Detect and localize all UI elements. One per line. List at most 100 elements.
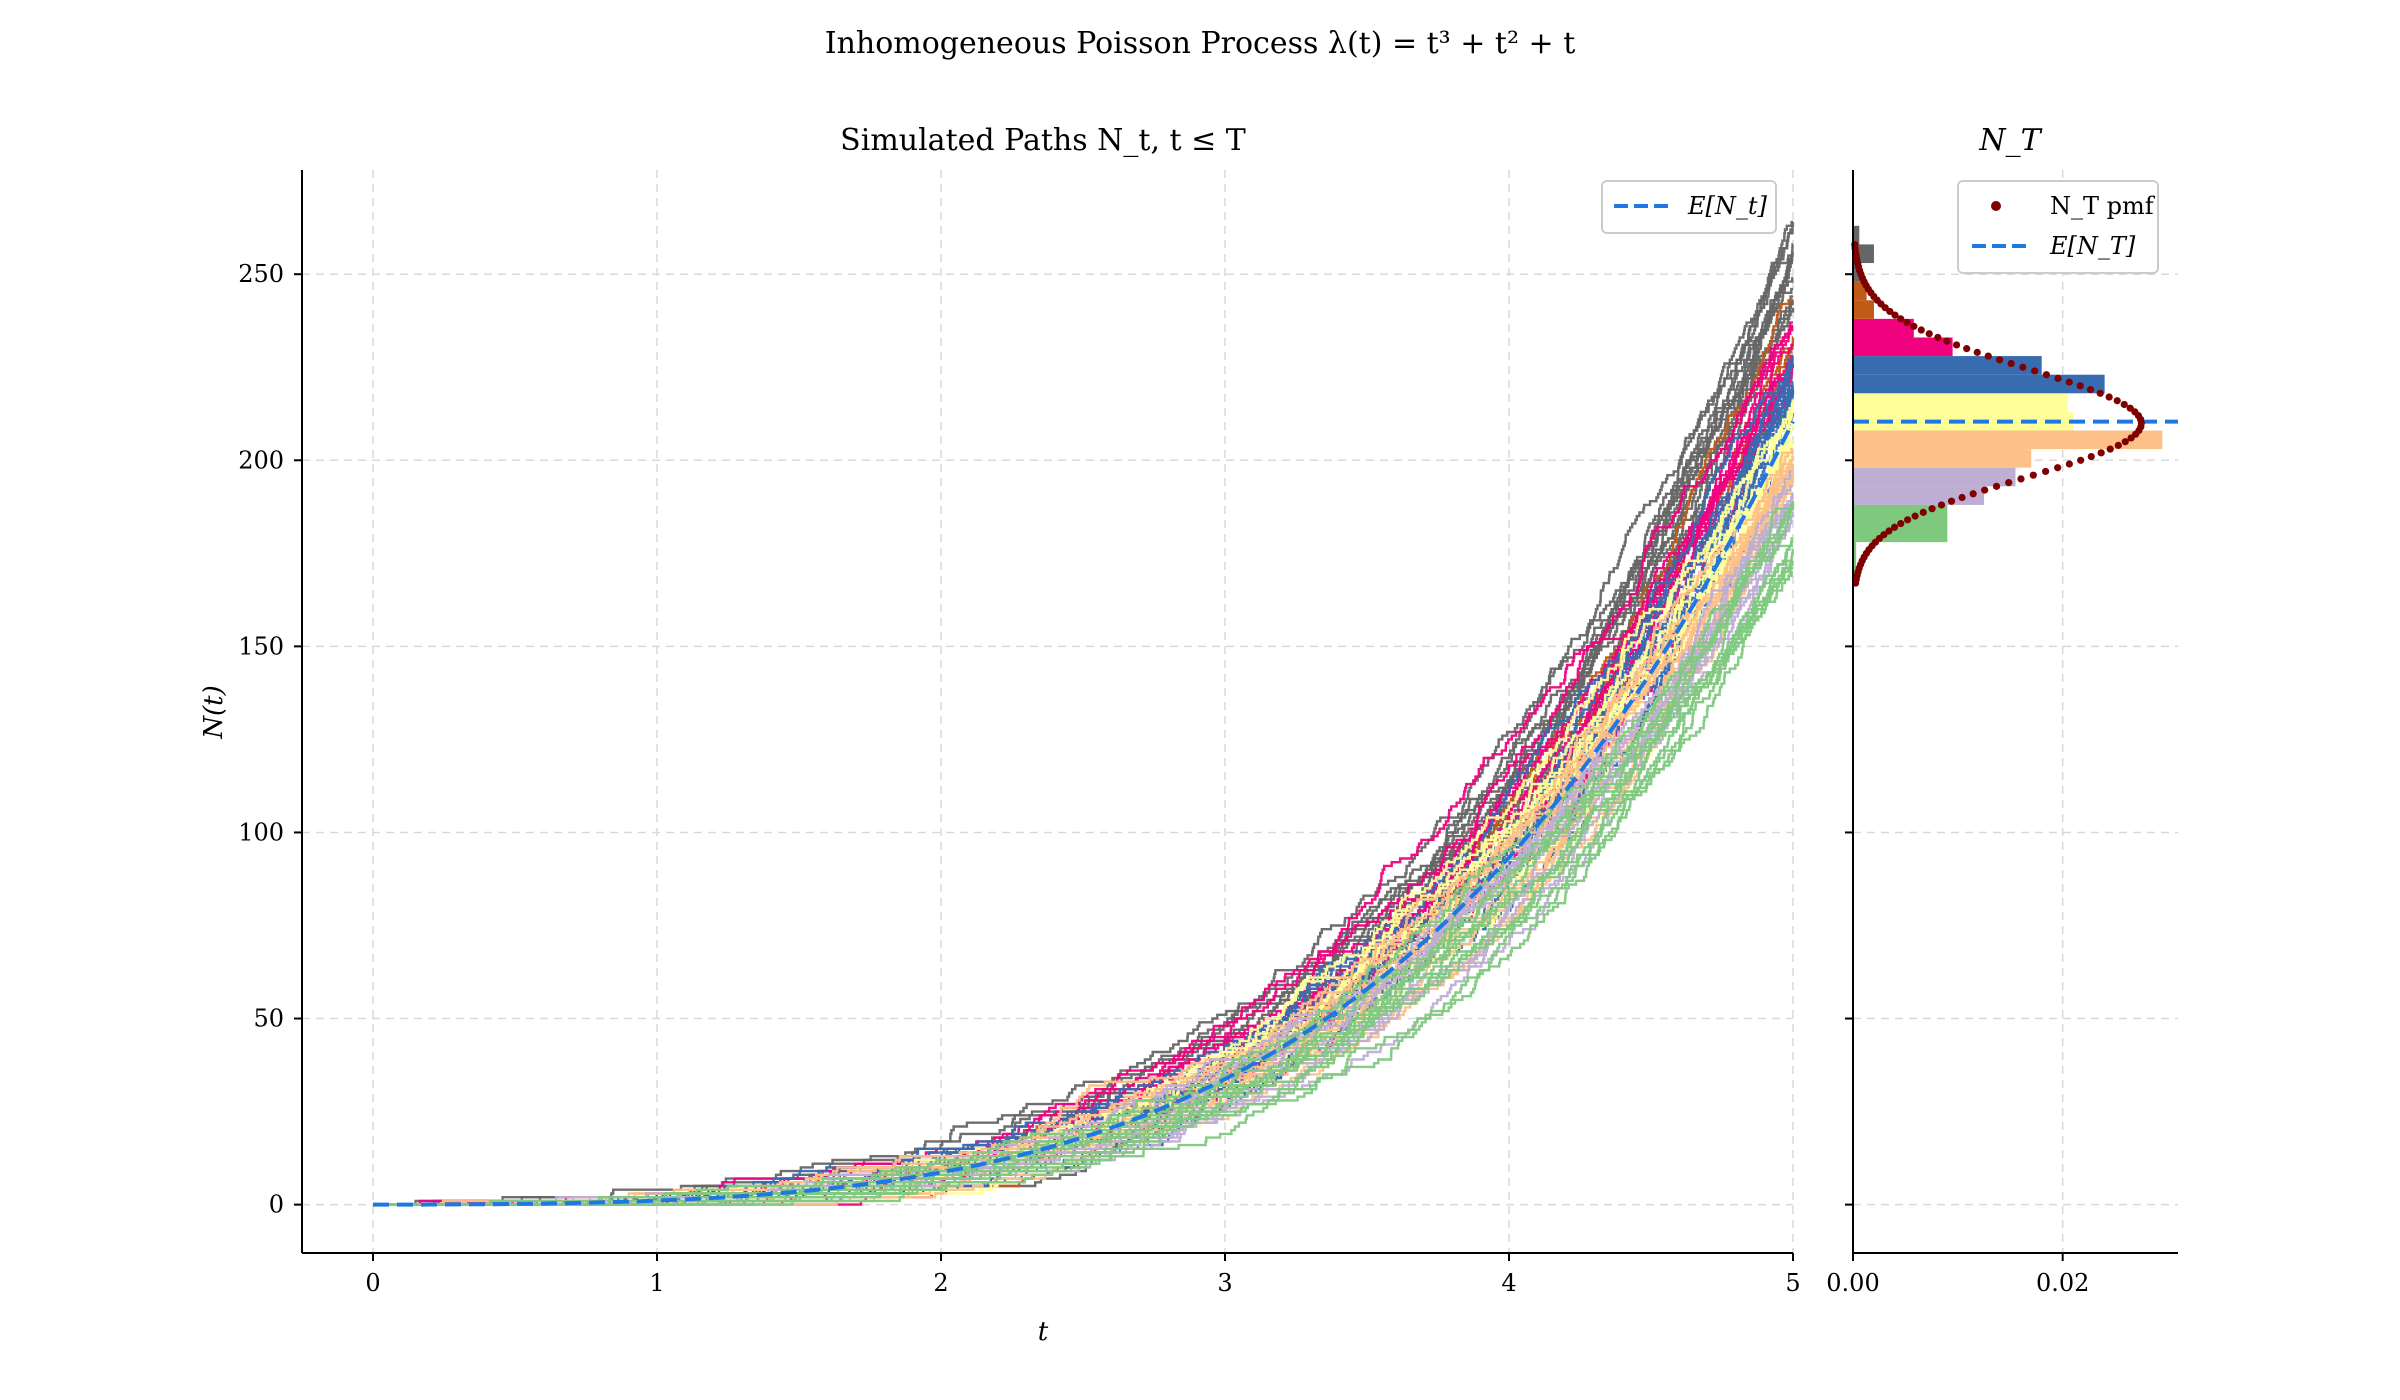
distribution-panel: 0.00 0.02 N_T N_T pmf E[N_T] [1826,123,2178,1297]
pmf-point [2054,464,2062,472]
figure-suptitle: Inhomogeneous Poisson Process λ(t) = t³ … [825,26,1576,61]
paths-y-tick-label: 100 [238,818,284,846]
pmf-point [1903,318,1911,327]
pmf-point [2042,371,2050,379]
pmf-point [2086,385,2095,394]
distribution-legend: N_T pmf E[N_T] [1957,180,2159,274]
pmf-point [2097,449,2105,457]
pmf-point [2120,400,2128,409]
pmf-point [2041,467,2050,476]
pmf-point [2065,378,2073,386]
paths-y-tick-label: 250 [238,260,284,288]
paths-title: Simulated Paths N_t, t ≤ T [840,123,1246,158]
distribution-x-tick-label: 0.00 [1826,1269,1879,1297]
paths-x-tick-label: 1 [649,1269,664,1297]
simulated-path [373,507,1793,1206]
histogram-bar [1853,374,2105,394]
pmf-point [1943,337,1951,345]
histogram-bar [1853,318,1914,338]
paths-y-tick-label: 0 [269,1191,284,1219]
pmf-point [1925,330,1933,338]
paths-axes [301,170,1793,1254]
paths-y-tick-label: 50 [253,1005,284,1033]
pmf-point [2031,367,2039,375]
pmf-point [1969,490,1977,498]
paths-x-tick-label: 3 [1217,1269,1232,1297]
pmf-point [2076,382,2084,390]
legend-pmf-marker [1991,201,2001,211]
histogram-bar [1853,356,2042,375]
simulated-path [373,455,1794,1206]
simulated-path [373,503,1793,1206]
pmf-point [1984,352,1992,360]
pmf-point [1890,523,1899,531]
pmf-point [1917,326,1925,334]
pmf-point [1947,497,1956,505]
simulated-path [373,220,1793,1206]
pmf-point [2121,438,2129,446]
pmf-point [1981,486,1989,494]
histogram-bar [1853,542,1857,580]
paths-x-tick-label: 5 [1785,1269,1800,1297]
distribution-axes [1852,170,2178,1254]
pmf-point [1992,482,2001,490]
paths-legend-box [1601,180,1777,234]
histogram-bar [1853,467,2016,487]
distribution-ticks: 0.00 0.02 [1826,273,2089,1297]
pmf-point [2065,460,2073,468]
pmf-point [1891,311,1899,319]
legend-pmf-label: N_T pmf [2050,192,2156,220]
paths-y-axis-label: N(t) [199,685,229,740]
paths-y-tick-label: 200 [238,446,284,474]
simulated-path [373,559,1793,1206]
histogram-bar [1853,449,2032,468]
terminal-histogram [1853,225,2163,580]
simulated-path [373,354,1794,1206]
pmf-point [2096,389,2104,397]
pmf-point [1973,348,1981,356]
pmf-point [1934,333,1942,342]
pmf-point [1897,519,1905,528]
pmf-point [2114,441,2122,450]
distribution-legend-box [1957,180,2159,274]
pmf-point [1897,315,1905,323]
paths-y-tick-label: 150 [238,632,284,660]
pmf-point [2087,452,2095,461]
pmf-point [1995,356,2004,364]
pmf-point [2007,359,2015,368]
simulated-paths [373,220,1795,1206]
pmf-point [1963,345,1971,353]
paths-legend: E[N_t] [1601,180,1777,234]
histogram-bar [1853,393,2068,412]
pmf-point [1885,527,1893,535]
pmf-point [1910,322,1918,330]
histogram-bar [1853,300,1874,319]
pmf-point [1958,493,1966,502]
pmf-point [1904,516,1912,524]
paths-x-axis-label: t [1038,1317,1049,1347]
legend-expected-label: E[N_t] [1687,192,1768,220]
paths-x-tick-label: 4 [1501,1269,1516,1297]
pmf-point [2077,456,2085,464]
pmf-point [1919,508,1927,516]
distribution-x-tick-label: 0.02 [2036,1269,2089,1297]
paths-x-tick-label: 2 [933,1269,948,1297]
legend-expected-terminal-label: E[N_T] [2049,232,2136,260]
pmf-point [2005,479,2013,487]
simulated-path [373,325,1794,1206]
paths-x-tick-label: 0 [365,1269,380,1297]
pmf-point [2105,393,2113,401]
pmf-point [2106,445,2114,453]
pmf-point [1937,501,1946,509]
pmf-point [1911,512,1919,520]
distribution-title: N_T [1978,123,2042,158]
pmf-point [2019,363,2027,371]
pmf-point [2029,471,2037,479]
pmf-point [2054,374,2062,383]
histogram-bar [1853,225,1860,245]
pmf-point [2017,475,2025,483]
simulated-path [373,354,1794,1206]
